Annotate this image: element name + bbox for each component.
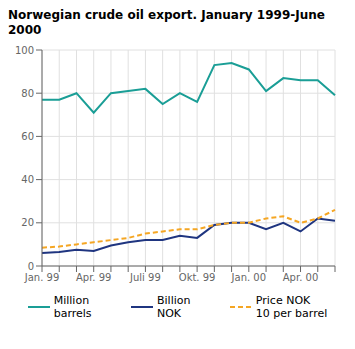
svg-text:Jan. 00: Jan. 00: [231, 272, 267, 283]
svg-text:40: 40: [21, 174, 34, 185]
svg-text:Okt. 99: Okt. 99: [179, 272, 216, 283]
html-text:Million barrels: Million barrels: [53, 294, 92, 320]
svg-text:Apr. 99: Apr. 99: [76, 272, 111, 283]
svg-text:0: 0: [28, 261, 34, 272]
svg-text:Apr. 00: Apr. 00: [283, 272, 318, 283]
html-text:Norwegian crude oil export. Ja: Norwegian crude oil export. January 1999…: [8, 8, 325, 37]
svg-text:Jan. 99: Jan. 99: [24, 272, 60, 283]
html-text:Billion NOK: Billion NOK: [157, 294, 191, 320]
svg-text:80: 80: [21, 88, 34, 99]
svg-text:20: 20: [21, 217, 34, 228]
html-text:Price NOK 10 per barrel: Price NOK 10 per barrel: [255, 294, 328, 320]
svg-text:60: 60: [21, 131, 34, 142]
svg-text:Juli 99: Juli 99: [129, 272, 161, 283]
svg-text:100: 100: [15, 45, 34, 56]
